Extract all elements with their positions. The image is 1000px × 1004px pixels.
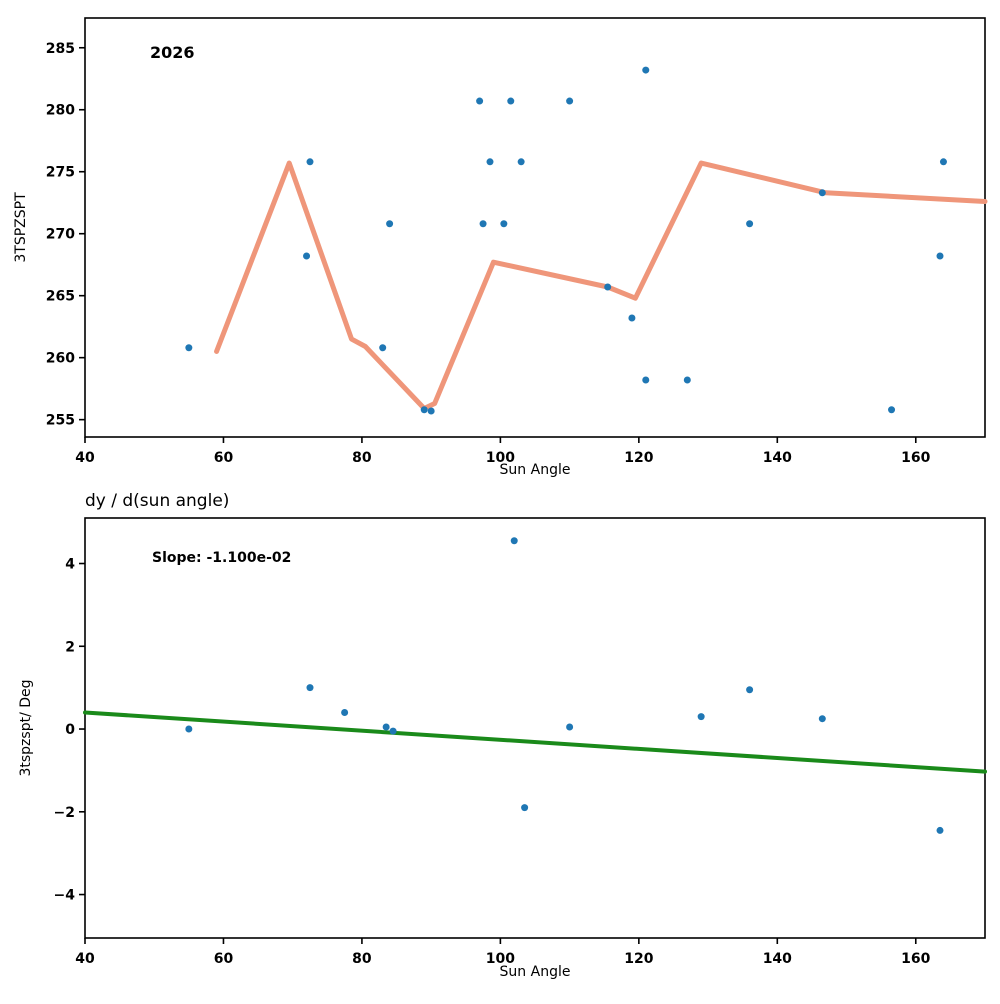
data-point (683, 376, 691, 384)
data-point (379, 344, 387, 352)
y-tick-label: 275 (46, 165, 75, 181)
slope-fit-line (83, 710, 987, 774)
subplot-0: 40 60 80 100 120 140 160 255 260 265 270 275 280 285 2… (13, 17, 988, 478)
data-point (427, 407, 435, 415)
y-tick-label: 285 (46, 41, 75, 57)
x-tick-label: 80 (352, 951, 372, 967)
data-point (697, 713, 705, 721)
plot-border (84, 17, 986, 438)
y-tick-label: 270 (46, 227, 75, 243)
data-point (510, 537, 518, 545)
data-point (566, 97, 574, 105)
data-point (386, 220, 394, 228)
x-axis-label: Sun Angle (500, 964, 571, 980)
data-point (341, 708, 349, 716)
x-tick-label: 60 (214, 951, 234, 967)
x-tick-label: 120 (624, 951, 653, 967)
data-point (306, 158, 314, 166)
y-tick-label: 0 (65, 722, 75, 738)
x-axis-label: Sun Angle (500, 462, 571, 478)
data-point (936, 826, 944, 834)
data-point (642, 66, 650, 74)
y-tick-label: −4 (54, 888, 76, 904)
y-tick-label: 4 (65, 557, 75, 573)
y-tick-label: −2 (54, 805, 75, 821)
data-point (628, 314, 636, 322)
data-point (389, 727, 397, 735)
data-point (521, 804, 529, 812)
x-tick-label: 160 (901, 450, 930, 466)
x-tick-label: 60 (214, 450, 234, 466)
data-point (303, 252, 311, 260)
data-point (185, 344, 193, 352)
data-point (185, 725, 193, 733)
y-tick-label: 280 (46, 103, 75, 119)
x-tick-label: 120 (624, 450, 653, 466)
x-tick-label: 80 (352, 450, 372, 466)
data-point (420, 406, 428, 414)
y-tick-label: 255 (46, 413, 75, 429)
annotation-label: Slope: -1.100e-02 (152, 550, 291, 566)
y-axis-label: 3TSPZSPT (13, 192, 29, 263)
data-point (382, 723, 390, 731)
data-point (818, 189, 826, 197)
data-point (818, 715, 826, 723)
x-tick-label: 140 (763, 450, 792, 466)
data-point (306, 684, 314, 692)
annotation-label: 2026 (150, 43, 195, 62)
data-point (936, 252, 944, 260)
x-tick-label: 40 (75, 951, 95, 967)
y-axis-label: 3tspzspt/ Deg (18, 679, 34, 776)
x-tick-label: 160 (901, 951, 930, 967)
data-point (642, 376, 650, 384)
data-point (604, 283, 612, 291)
data-point (746, 686, 754, 694)
data-point (746, 220, 754, 228)
subplot-1: 40 60 80 100 120 140 160 −4 −2 0 2 4 Slope: -1.100e-… (18, 491, 987, 980)
data-point (507, 97, 515, 105)
y-tick-label: 265 (46, 289, 75, 305)
x-tick-label: 100 (486, 951, 515, 967)
y-tick-label: 260 (46, 351, 75, 367)
subplot-title: dy / d(sun angle) (85, 491, 229, 511)
data-point (476, 97, 484, 105)
data-point (939, 158, 947, 166)
data-point (479, 220, 487, 228)
x-tick-label: 100 (486, 450, 515, 466)
x-tick-label: 140 (763, 951, 792, 967)
data-point (566, 723, 574, 731)
data-point (517, 158, 525, 166)
data-point (500, 220, 508, 228)
data-point (486, 158, 494, 166)
y-tick-label: 2 (65, 639, 75, 655)
plot-border (84, 517, 986, 939)
smoothed-trend (214, 160, 988, 411)
data-point (888, 406, 896, 414)
x-tick-label: 40 (75, 450, 95, 466)
